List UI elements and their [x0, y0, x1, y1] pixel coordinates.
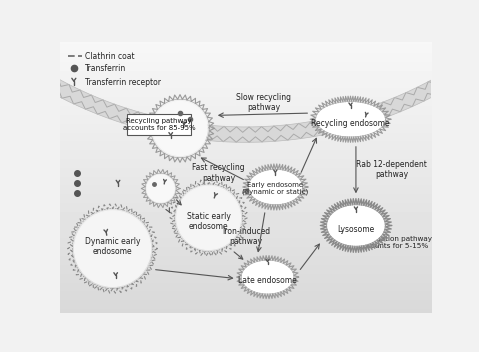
Polygon shape	[0, 0, 479, 142]
Ellipse shape	[249, 170, 302, 204]
Text: Transferrin: Transferrin	[85, 64, 126, 73]
Text: Static early
endosome: Static early endosome	[187, 212, 230, 231]
Text: Degradation pathway
accounts for 5-15%: Degradation pathway accounts for 5-15%	[354, 236, 432, 249]
Text: Clathrin coat: Clathrin coat	[85, 52, 134, 61]
Ellipse shape	[328, 205, 384, 246]
Circle shape	[153, 101, 207, 156]
Circle shape	[147, 175, 174, 202]
Text: Recycling pathway
accounts for 85-95%: Recycling pathway accounts for 85-95%	[123, 118, 195, 131]
Text: Late endosome: Late endosome	[238, 276, 297, 285]
Text: Rab 12-dependent
pathway: Rab 12-dependent pathway	[356, 159, 427, 179]
Circle shape	[75, 211, 150, 286]
Text: Dynamic early
endosome: Dynamic early endosome	[85, 237, 140, 256]
Text: Early endosome
(dynamic or static): Early endosome (dynamic or static)	[242, 182, 308, 195]
Text: Iron-induced
pathway: Iron-induced pathway	[222, 227, 270, 246]
Text: Lysosome: Lysosome	[337, 225, 375, 234]
Ellipse shape	[242, 260, 293, 294]
Ellipse shape	[317, 101, 385, 138]
Text: Fast recycling
pathway: Fast recycling pathway	[193, 163, 245, 183]
Circle shape	[177, 186, 240, 249]
FancyBboxPatch shape	[127, 114, 191, 136]
Text: Transferrin receptor: Transferrin receptor	[85, 78, 160, 87]
Text: Slow recycling
pathway: Slow recycling pathway	[236, 93, 291, 112]
Text: Recycling endosome: Recycling endosome	[311, 119, 390, 127]
